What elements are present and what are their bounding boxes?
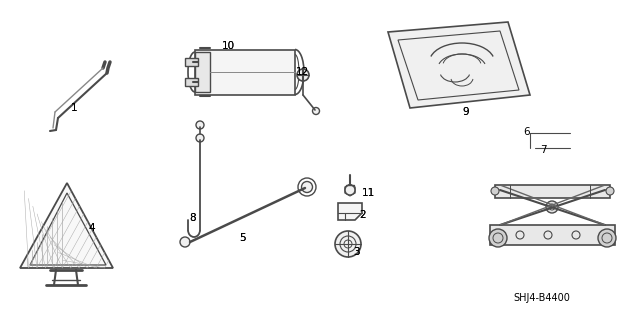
Polygon shape xyxy=(185,58,198,66)
Circle shape xyxy=(491,187,499,195)
Text: 9: 9 xyxy=(463,107,469,117)
Polygon shape xyxy=(490,225,615,245)
Text: 5: 5 xyxy=(240,233,246,243)
Text: 5: 5 xyxy=(240,233,246,243)
Circle shape xyxy=(606,187,614,195)
Polygon shape xyxy=(388,22,530,108)
Polygon shape xyxy=(195,50,295,95)
Circle shape xyxy=(297,69,309,81)
Circle shape xyxy=(335,231,361,257)
Polygon shape xyxy=(20,183,113,268)
Text: 2: 2 xyxy=(360,210,366,220)
Text: 6: 6 xyxy=(524,127,531,137)
Circle shape xyxy=(598,229,616,247)
Text: 4: 4 xyxy=(89,223,95,233)
Text: 1: 1 xyxy=(70,103,77,113)
Circle shape xyxy=(196,121,204,129)
Text: 3: 3 xyxy=(353,247,359,257)
Text: 9: 9 xyxy=(463,107,469,117)
Polygon shape xyxy=(185,78,198,86)
Polygon shape xyxy=(195,52,210,92)
Text: 10: 10 xyxy=(221,41,235,51)
Text: 12: 12 xyxy=(296,67,308,77)
Circle shape xyxy=(312,108,319,115)
Text: 11: 11 xyxy=(362,188,374,198)
Circle shape xyxy=(546,201,558,213)
Circle shape xyxy=(180,237,190,247)
Polygon shape xyxy=(495,185,610,198)
Text: 8: 8 xyxy=(189,213,196,223)
Text: 8: 8 xyxy=(189,213,196,223)
Text: 4: 4 xyxy=(89,223,95,233)
Text: 1: 1 xyxy=(70,103,77,113)
Polygon shape xyxy=(338,203,362,220)
Text: 7: 7 xyxy=(540,145,547,155)
Text: 2: 2 xyxy=(360,210,366,220)
Text: 12: 12 xyxy=(296,67,308,77)
Circle shape xyxy=(196,134,204,142)
Circle shape xyxy=(489,229,507,247)
Circle shape xyxy=(345,185,355,195)
Text: SHJ4-B4400: SHJ4-B4400 xyxy=(513,293,570,303)
Text: 3: 3 xyxy=(353,247,359,257)
Text: 11: 11 xyxy=(362,188,374,198)
Circle shape xyxy=(301,182,312,192)
Text: 10: 10 xyxy=(221,41,235,51)
